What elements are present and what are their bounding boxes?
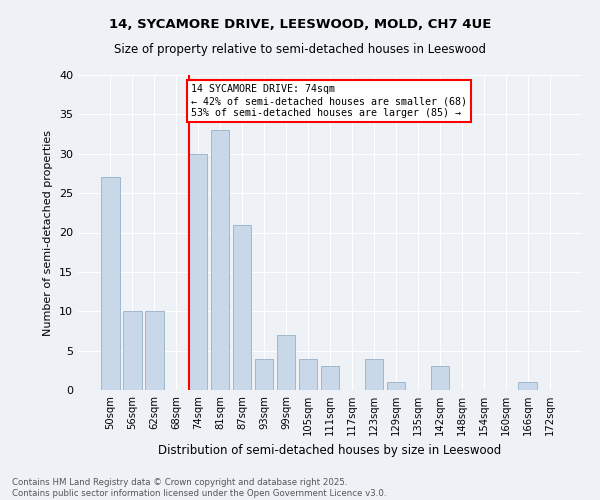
Bar xyxy=(101,178,119,390)
Text: 14 SYCAMORE DRIVE: 74sqm
← 42% of semi-detached houses are smaller (68)
53% of s: 14 SYCAMORE DRIVE: 74sqm ← 42% of semi-d… xyxy=(191,84,467,117)
Bar xyxy=(365,358,383,390)
Bar xyxy=(431,366,449,390)
Bar xyxy=(145,311,164,390)
Text: Size of property relative to semi-detached houses in Leeswood: Size of property relative to semi-detach… xyxy=(114,42,486,56)
Text: 14, SYCAMORE DRIVE, LEESWOOD, MOLD, CH7 4UE: 14, SYCAMORE DRIVE, LEESWOOD, MOLD, CH7 … xyxy=(109,18,491,30)
Bar xyxy=(123,311,142,390)
Bar xyxy=(255,358,274,390)
Text: Contains HM Land Registry data © Crown copyright and database right 2025.
Contai: Contains HM Land Registry data © Crown c… xyxy=(12,478,386,498)
Bar xyxy=(386,382,405,390)
Bar xyxy=(189,154,208,390)
Bar xyxy=(277,335,295,390)
Y-axis label: Number of semi-detached properties: Number of semi-detached properties xyxy=(43,130,53,336)
Bar xyxy=(211,130,229,390)
Bar xyxy=(233,224,251,390)
X-axis label: Distribution of semi-detached houses by size in Leeswood: Distribution of semi-detached houses by … xyxy=(158,444,502,456)
Bar xyxy=(299,358,317,390)
Bar xyxy=(518,382,537,390)
Bar xyxy=(320,366,340,390)
